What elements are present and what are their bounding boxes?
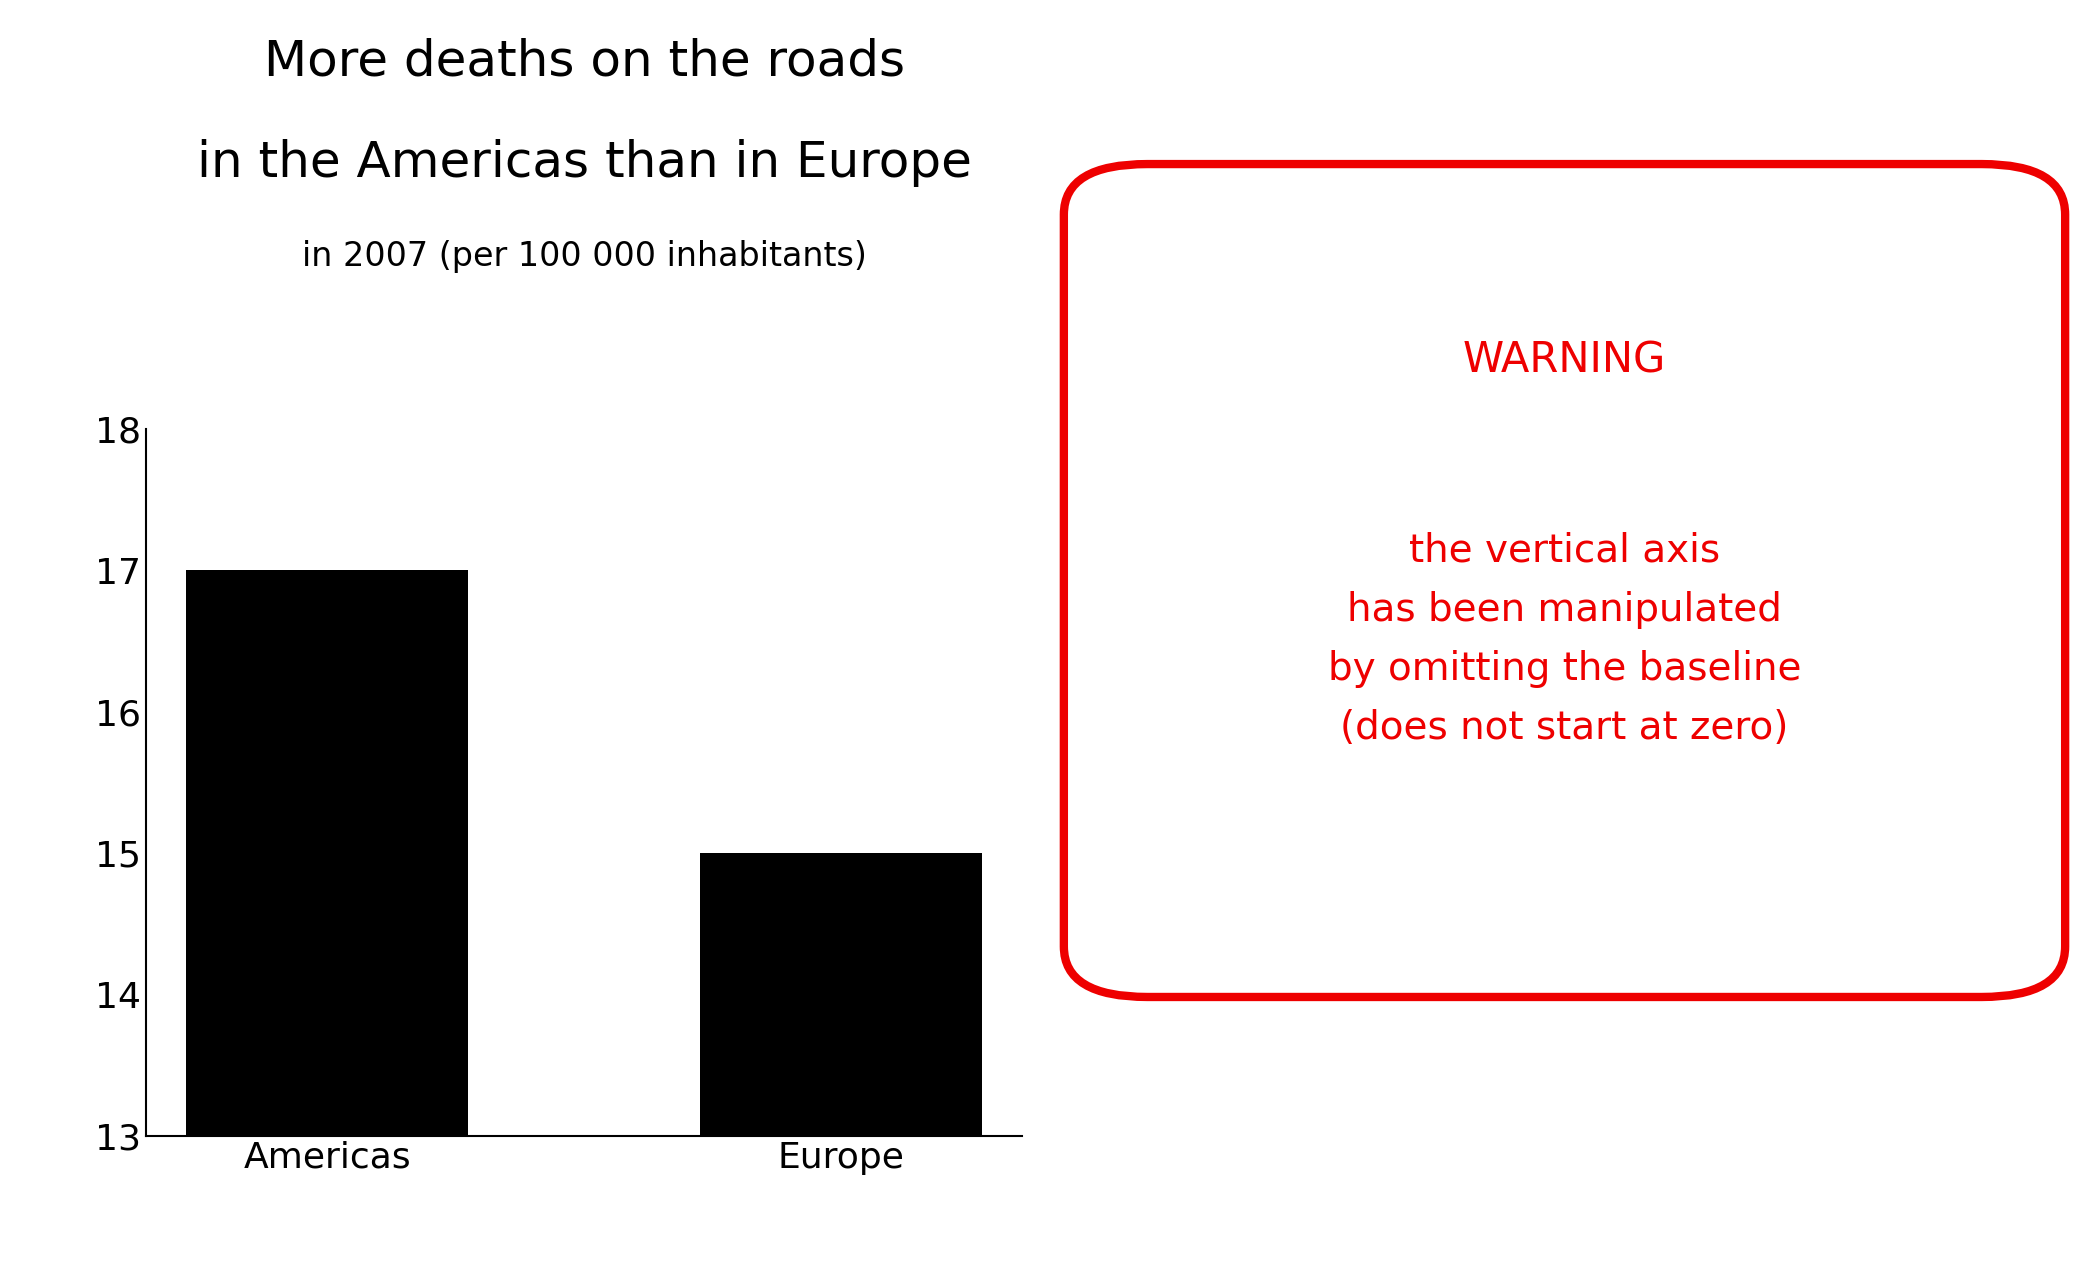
Text: in 2007 (per 100 000 inhabitants): in 2007 (per 100 000 inhabitants): [302, 240, 866, 273]
Text: the vertical axis
has been manipulated
by omitting the baseline
(does not start : the vertical axis has been manipulated b…: [1329, 531, 1800, 747]
Bar: [186, 570, 469, 1136]
Text: WARNING: WARNING: [1462, 339, 1667, 382]
Text: More deaths on the roads: More deaths on the roads: [263, 38, 905, 86]
Text: in the Americas than in Europe: in the Americas than in Europe: [196, 139, 972, 187]
Bar: [699, 853, 983, 1136]
